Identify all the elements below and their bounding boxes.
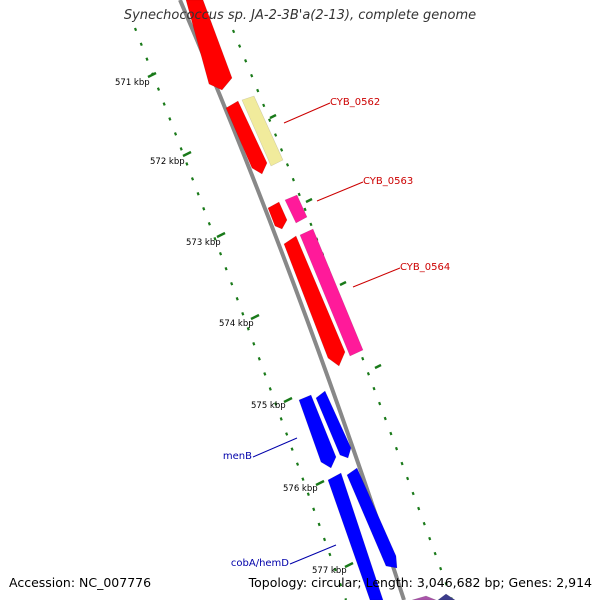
gene-label: CYB_0564 — [400, 262, 450, 273]
cds-arrow — [185, 0, 233, 91]
gene-leader-line — [289, 544, 337, 565]
tick-label: 571 kbp — [115, 78, 150, 88]
gene-leader-line — [352, 267, 401, 288]
gene-leader-line — [316, 181, 364, 202]
outer-tick — [374, 363, 382, 370]
tick-label: 577 kbp — [312, 566, 347, 576]
tick-labels: 571 kbp 572 kbp 573 kbp 574 kbp 575 kbp 576 k… — [115, 78, 347, 576]
tick-label: 572 kbp — [150, 157, 185, 167]
major-tick — [147, 71, 157, 79]
inner-scale-ring — [133, 27, 348, 601]
outer-tick — [339, 280, 347, 287]
outer-tick — [269, 113, 277, 120]
gene-label: CYB_0563 — [363, 176, 413, 187]
gene-leader-line — [252, 437, 298, 458]
major-tick — [182, 150, 192, 158]
accession-label: Accession: NC_007776 — [9, 575, 152, 590]
cds-arrow — [298, 394, 337, 469]
cds-arrow — [346, 467, 398, 569]
gene-labels: CYB_0562 CYB_0563 CYB_0564 menB cobA/hemD — [223, 97, 450, 569]
tick-label: 574 kbp — [219, 319, 254, 329]
cds-arrow — [225, 100, 268, 175]
map-title: Synechococcus sp. JA-2-3B'a(2-13), compl… — [123, 8, 477, 23]
cds-arrow — [267, 201, 288, 230]
rna-arrow — [299, 228, 364, 357]
major-tick — [315, 479, 325, 487]
gene-arrow — [241, 95, 284, 167]
outer-tick — [305, 197, 313, 204]
gene-label: CYB_0562 — [330, 97, 380, 108]
cds-arrow — [315, 390, 352, 459]
cds-arrow — [283, 235, 346, 367]
tick-label: 576 kbp — [283, 484, 318, 494]
major-tick — [344, 561, 354, 569]
tick-label: 573 kbp — [186, 238, 221, 248]
major-tick — [250, 313, 260, 321]
gene-label: menB — [223, 451, 252, 462]
major-tick — [216, 231, 226, 239]
rna-arrow — [284, 194, 308, 224]
genome-summary: Topology: circular; Length: 3,046,682 bp… — [248, 575, 592, 590]
feature-track — [185, 0, 456, 601]
scale-dotted-lines — [133, 27, 454, 601]
cds-arrow — [437, 593, 456, 601]
gene-leader-line — [283, 102, 331, 124]
cds-arrow — [411, 595, 437, 601]
tick-label: 575 kbp — [251, 401, 286, 411]
major-tick — [283, 396, 293, 404]
gene-label: cobA/hemD — [231, 558, 289, 569]
